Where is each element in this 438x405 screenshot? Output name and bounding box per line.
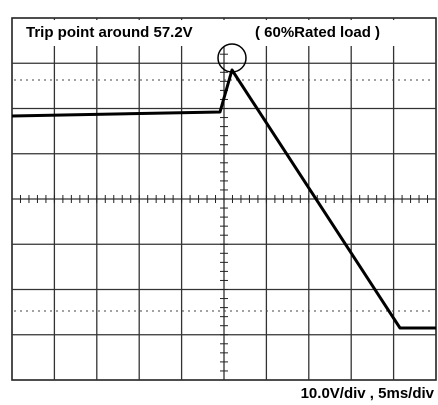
scale-label: 10.0V/div , 5ms/div: [301, 385, 435, 402]
title: Trip point around 57.2V: [26, 24, 193, 41]
oscilloscope-screenshot: Trip point around 57.2V ( 60%Rated load …: [0, 0, 438, 405]
condition: ( 60%Rated load ): [255, 24, 380, 41]
